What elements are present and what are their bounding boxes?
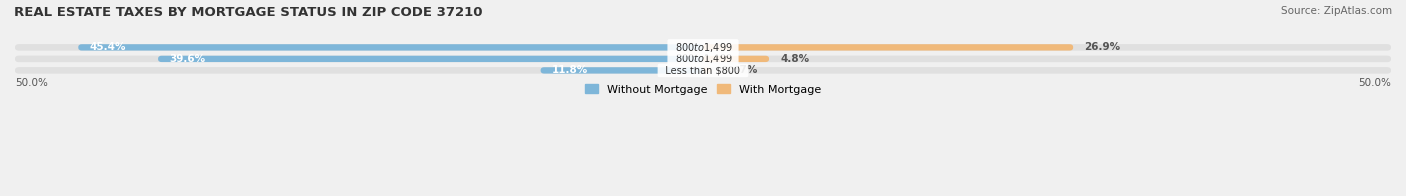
FancyBboxPatch shape: [79, 44, 703, 51]
FancyBboxPatch shape: [157, 56, 703, 62]
Legend: Without Mortgage, With Mortgage: Without Mortgage, With Mortgage: [585, 84, 821, 95]
Text: Less than $800: Less than $800: [659, 65, 747, 75]
Text: 50.0%: 50.0%: [1358, 78, 1391, 88]
Text: 0.57%: 0.57%: [721, 65, 758, 75]
Text: 11.8%: 11.8%: [551, 65, 588, 75]
Text: $800 to $1,499: $800 to $1,499: [669, 52, 737, 65]
FancyBboxPatch shape: [703, 44, 1073, 51]
Text: 50.0%: 50.0%: [15, 78, 48, 88]
Text: Source: ZipAtlas.com: Source: ZipAtlas.com: [1281, 6, 1392, 16]
FancyBboxPatch shape: [541, 67, 703, 74]
Text: 39.6%: 39.6%: [169, 54, 205, 64]
FancyBboxPatch shape: [703, 56, 769, 62]
Text: 4.8%: 4.8%: [780, 54, 810, 64]
FancyBboxPatch shape: [703, 67, 711, 74]
Text: 45.4%: 45.4%: [90, 42, 125, 52]
Text: 26.9%: 26.9%: [1084, 42, 1121, 52]
FancyBboxPatch shape: [15, 67, 1391, 74]
FancyBboxPatch shape: [15, 44, 1391, 51]
FancyBboxPatch shape: [15, 56, 1391, 62]
Text: $800 to $1,499: $800 to $1,499: [669, 41, 737, 54]
Text: REAL ESTATE TAXES BY MORTGAGE STATUS IN ZIP CODE 37210: REAL ESTATE TAXES BY MORTGAGE STATUS IN …: [14, 6, 482, 19]
